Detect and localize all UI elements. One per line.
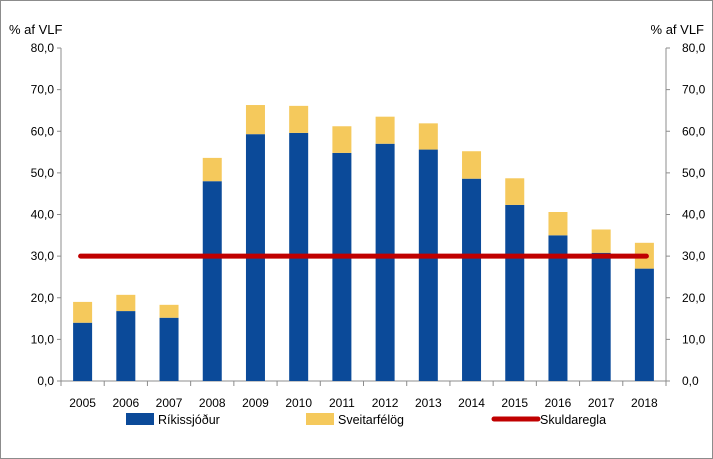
y-tick-label-left: 80,0	[31, 41, 55, 55]
y-tick-label-left: 60,0	[31, 124, 55, 138]
bar-sveitarfelog	[418, 123, 438, 150]
bar-sveitarfelog	[202, 157, 222, 182]
y-tick-label-right: 40,0	[682, 208, 706, 222]
y-tick-label-right: 80,0	[682, 41, 706, 55]
x-tick-label: 2015	[501, 396, 528, 410]
bar-sveitarfelog	[375, 116, 395, 144]
x-tick-label: 2018	[631, 396, 658, 410]
x-tick-label: 2014	[458, 396, 485, 410]
x-tick-label: 2008	[199, 396, 226, 410]
x-tick-label: 2009	[242, 396, 269, 410]
legend-label-2: Skuldaregla	[540, 413, 606, 427]
y-tick-label-left: 20,0	[31, 291, 55, 305]
legend-label-0: Ríkissjóður	[158, 413, 220, 427]
bar-rikissjodur	[591, 252, 611, 381]
y-tick-label-left: 10,0	[31, 332, 55, 346]
bar-sveitarfelog	[591, 229, 611, 253]
y-tick-label-right: 10,0	[682, 332, 706, 346]
y-tick-label-right: 30,0	[682, 249, 706, 263]
y-tick-label-left: 50,0	[31, 166, 55, 180]
y-tick-label-right: 70,0	[682, 83, 706, 97]
bar-rikissjodur	[634, 268, 654, 381]
bar-rikissjodur	[462, 178, 482, 381]
bar-sveitarfelog	[548, 212, 568, 236]
x-tick-label: 2010	[285, 396, 312, 410]
y-tick-label-left: 70,0	[31, 83, 55, 97]
bar-rikissjodur	[73, 322, 93, 381]
bar-sveitarfelog	[245, 105, 265, 135]
y-tick-label-left: 30,0	[31, 249, 55, 263]
legend-label-1: Sveitarfélög	[338, 413, 404, 427]
bar-rikissjodur	[116, 311, 136, 381]
bar-sveitarfelog	[116, 294, 136, 312]
x-tick-label: 2007	[156, 396, 183, 410]
x-tick-label: 2011	[329, 396, 355, 410]
bar-sveitarfelog	[505, 178, 525, 205]
bar-rikissjodur	[159, 317, 179, 381]
y-tick-label-left: 0,0	[37, 374, 54, 388]
x-tick-label: 2016	[545, 396, 572, 410]
bar-rikissjodur	[332, 152, 352, 381]
x-tick-label: 2012	[372, 396, 399, 410]
legend-swatch-1	[306, 413, 334, 425]
bar-rikissjodur	[505, 204, 525, 381]
bar-rikissjodur	[375, 143, 395, 381]
y-tick-label-right: 0,0	[682, 374, 699, 388]
x-tick-label: 2006	[112, 396, 139, 410]
legend-swatch-0	[126, 413, 154, 425]
bar-sveitarfelog	[159, 304, 179, 318]
y-axis-unit-left: % af VLF	[9, 22, 63, 37]
bar-sveitarfelog	[289, 105, 309, 133]
y-tick-label-right: 50,0	[682, 166, 706, 180]
bar-sveitarfelog	[462, 151, 482, 179]
x-tick-label: 2013	[415, 396, 442, 410]
y-tick-label-right: 60,0	[682, 124, 706, 138]
x-tick-label: 2005	[69, 396, 96, 410]
bar-rikissjodur	[202, 181, 222, 381]
y-tick-label-right: 20,0	[682, 291, 706, 305]
bar-sveitarfelog	[332, 126, 352, 153]
y-tick-label-left: 40,0	[31, 208, 55, 222]
y-axis-unit-right: % af VLF	[650, 22, 704, 37]
x-tick-label: 2017	[588, 396, 615, 410]
bar-rikissjodur	[548, 235, 568, 381]
bar-sveitarfelog	[73, 301, 93, 323]
bar-rikissjodur	[418, 149, 438, 381]
